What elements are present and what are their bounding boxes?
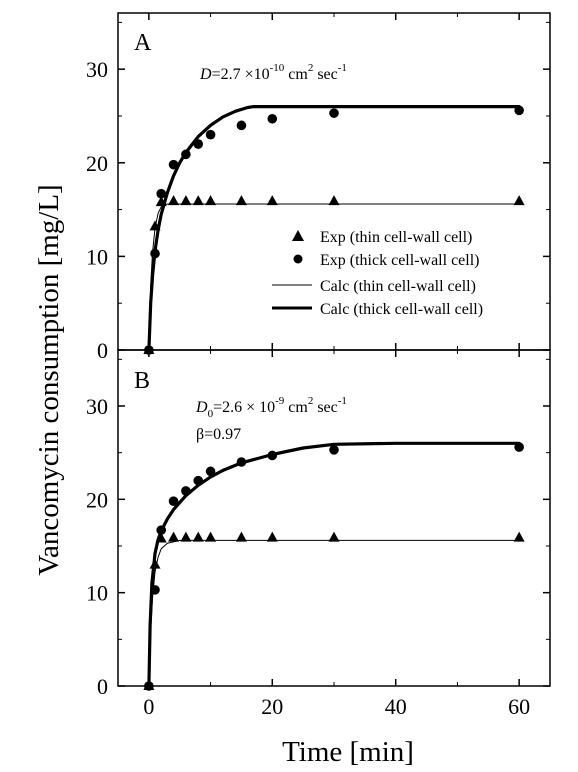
legend-label-exp-thin: Exp (thin cell-wall cell) (320, 229, 472, 246)
panel-b-exp-thin-point (513, 531, 525, 542)
y-tick-label: 0 (97, 674, 108, 699)
panel-b-exp-thick-point (168, 496, 179, 507)
panel-a-exp-thick-point (156, 188, 166, 199)
panel-b-exp-thick-point (267, 450, 278, 461)
panel-a-exp-thick-point (144, 345, 154, 355)
panel-b-exp-thin-point (266, 531, 278, 542)
panel-b-exp-thin-point (235, 531, 247, 542)
panel-a-exp-thin-point (266, 195, 278, 206)
panel-b-exp-thick-point (514, 442, 524, 452)
panel-b-exp-thick-point (144, 681, 154, 691)
legend-item-calc-thick: Calc (thick cell-wall cell) (272, 301, 483, 318)
panel-b-exp-thick-point (236, 457, 247, 467)
panel-b-label: B (134, 368, 150, 394)
panel-b-exp-thick-point (181, 486, 191, 496)
panel-a-exp-thick-point (181, 149, 191, 160)
y-tick-label: 0 (97, 338, 108, 363)
panel-a-exp-thin-point (513, 195, 525, 206)
panel-a-calc-thin-line (148, 203, 520, 351)
panel-a-exp-thin-point (168, 195, 180, 206)
panel-b-exp-thin-point (149, 558, 161, 569)
y-axis-label: Vancomycin consumption [mg/L] (33, 184, 65, 575)
legend-triangle-marker (292, 230, 304, 241)
panel-b-exp-thin-point (155, 532, 167, 543)
panel-a-diffusion-annotation: D=2.7 ×10-10 cm2 sec-1 (199, 62, 347, 83)
panel-b-exp-thin-point (205, 531, 217, 542)
panel-a-exp-thick-point (267, 113, 278, 124)
panel-b-exp-thin-point (192, 531, 204, 542)
x-tick-label: 60 (508, 694, 530, 719)
panel-a-exp-thin-point (328, 195, 340, 206)
axis-ticks: 0 10 20 30 0 10 20 30 0 20 40 60 (86, 13, 550, 719)
panel-b-exp-thin-point (180, 531, 192, 542)
panel-b-exp-thin-point (168, 531, 180, 542)
panel-a-calc-thick-line (147, 104, 521, 352)
panel-a-exp-thin-point (205, 195, 217, 206)
legend-label-calc-thin: Calc (thin cell-wall cell) (320, 278, 476, 295)
legend-label-calc-thick: Calc (thick cell-wall cell) (320, 301, 483, 318)
panel-b-plot (143, 441, 525, 691)
panel-a-exp-thin-point (192, 195, 204, 206)
panel-a-plot (143, 104, 525, 355)
panel-a-exp-thick-point (150, 248, 160, 259)
legend: Exp (thin cell-wall cell) Exp (thick cel… (272, 229, 483, 318)
panel-a-frame (117, 12, 551, 351)
panel-a-label: A (134, 30, 152, 56)
panel-a-exp-thick-point (193, 139, 204, 149)
panel-b-exp-thick-point (205, 466, 216, 477)
y-tick-label: 30 (86, 394, 108, 419)
legend-item-calc-thin: Calc (thin cell-wall cell) (272, 278, 476, 295)
panel-b-beta-annotation: β=0.97 (196, 426, 241, 443)
x-tick-label: 40 (385, 694, 407, 719)
panel-b-exp-thick-point (150, 585, 160, 595)
panel-a-exp-thin-point (235, 195, 247, 206)
panel-a-exp-thick-point (168, 159, 179, 170)
legend-label-exp-thick: Exp (thick cell-wall cell) (320, 252, 479, 269)
y-tick-label: 30 (86, 57, 108, 82)
y-tick-label: 20 (86, 151, 108, 176)
y-tick-label: 10 (86, 581, 108, 606)
legend-item-exp-thick: Exp (thick cell-wall cell) (293, 252, 479, 269)
panel-b-calc-thin-line (148, 539, 520, 687)
x-tick-label: 20 (261, 694, 283, 719)
panel-a-exp-thin-point (155, 196, 167, 207)
y-tick-label: 20 (86, 487, 108, 512)
x-axis-label: Time [min] (282, 736, 414, 768)
x-tick-label: 0 (143, 694, 154, 719)
panel-a-exp-thick-point (205, 129, 216, 140)
panel-b-exp-thick-point (193, 475, 204, 486)
legend-circle-marker (293, 254, 303, 264)
panel-a-exp-thin-point (149, 220, 161, 231)
panel-b-exp-thick-point (329, 445, 339, 455)
panel-a-exp-thick-point (329, 108, 339, 118)
panel-b-exp-thick-point (156, 525, 166, 535)
y-tick-label: 10 (86, 244, 108, 269)
panel-b-exp-thin-point (328, 531, 340, 542)
panel-a-exp-thick-point (514, 105, 524, 116)
panel-b-calc-thick-line (147, 441, 521, 688)
panel-a-exp-thin-point (180, 195, 192, 206)
legend-item-exp-thin: Exp (thin cell-wall cell) (292, 229, 472, 246)
panel-a-exp-thick-point (236, 120, 247, 131)
panel-b-diffusion-annotation: D0=2.6 × 10-9 cm2 sec-1 (195, 395, 347, 420)
